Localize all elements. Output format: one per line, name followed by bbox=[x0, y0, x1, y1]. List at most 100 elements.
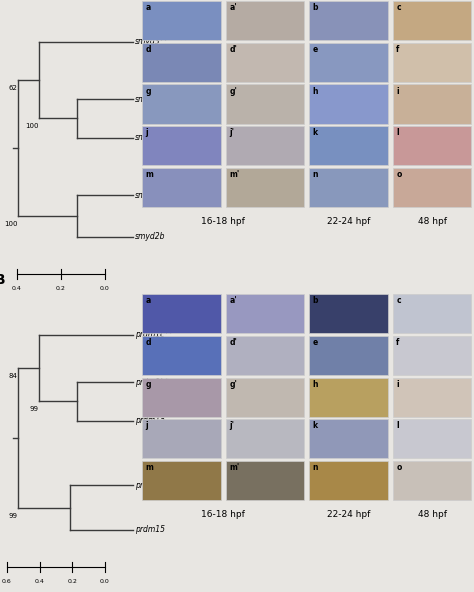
Bar bbox=[142, 378, 221, 417]
Bar bbox=[310, 168, 388, 207]
Bar bbox=[226, 461, 304, 500]
Bar bbox=[310, 126, 388, 165]
Text: d': d' bbox=[229, 45, 237, 54]
Text: 100: 100 bbox=[4, 221, 18, 227]
Text: 0.4: 0.4 bbox=[12, 286, 22, 291]
Text: f: f bbox=[396, 338, 400, 347]
Bar bbox=[226, 43, 304, 82]
Text: 48 hpf: 48 hpf bbox=[418, 510, 447, 519]
Text: smyd2b: smyd2b bbox=[135, 233, 165, 242]
Text: g': g' bbox=[229, 379, 237, 388]
Text: 0.0: 0.0 bbox=[100, 286, 110, 291]
Text: prdm1a: prdm1a bbox=[135, 416, 164, 425]
Text: g: g bbox=[146, 379, 151, 388]
Text: d: d bbox=[146, 338, 151, 347]
Text: e: e bbox=[313, 338, 318, 347]
Text: m': m' bbox=[229, 463, 239, 472]
Text: m': m' bbox=[229, 170, 239, 179]
Text: d': d' bbox=[229, 338, 237, 347]
Text: a': a' bbox=[229, 4, 237, 12]
Text: smyd1a: smyd1a bbox=[135, 133, 165, 142]
Text: l: l bbox=[396, 421, 399, 430]
Text: B: B bbox=[0, 274, 5, 287]
Text: 0.6: 0.6 bbox=[2, 579, 12, 584]
Text: k: k bbox=[313, 421, 318, 430]
Bar bbox=[310, 1, 388, 40]
Bar bbox=[226, 85, 304, 124]
Text: prdm4: prdm4 bbox=[135, 481, 160, 490]
Text: a': a' bbox=[229, 297, 237, 305]
Bar bbox=[310, 378, 388, 417]
Bar bbox=[393, 168, 472, 207]
Bar bbox=[393, 1, 472, 40]
Bar bbox=[142, 126, 221, 165]
Bar bbox=[310, 461, 388, 500]
Text: c: c bbox=[396, 297, 401, 305]
Text: 0.2: 0.2 bbox=[67, 579, 77, 584]
Bar bbox=[393, 419, 472, 458]
Bar bbox=[226, 126, 304, 165]
Text: n: n bbox=[313, 463, 318, 472]
Bar bbox=[226, 378, 304, 417]
Text: 0.0: 0.0 bbox=[100, 579, 110, 584]
Text: i: i bbox=[396, 86, 399, 95]
Text: h: h bbox=[313, 379, 318, 388]
Text: 100: 100 bbox=[25, 124, 38, 130]
Text: a: a bbox=[146, 297, 151, 305]
Text: g': g' bbox=[229, 86, 237, 95]
Text: m: m bbox=[146, 170, 154, 179]
Bar bbox=[226, 336, 304, 375]
Text: 0.4: 0.4 bbox=[35, 579, 45, 584]
Text: 22-24 hpf: 22-24 hpf bbox=[327, 510, 370, 519]
Text: h: h bbox=[313, 86, 318, 95]
Text: prdm1b*: prdm1b* bbox=[135, 378, 169, 387]
Text: i: i bbox=[396, 379, 399, 388]
Text: 62: 62 bbox=[9, 85, 18, 91]
Text: g: g bbox=[146, 86, 151, 95]
Text: prdm15: prdm15 bbox=[135, 526, 165, 535]
Text: l: l bbox=[396, 128, 399, 137]
Text: 84: 84 bbox=[9, 373, 18, 379]
Bar bbox=[142, 294, 221, 333]
Text: n: n bbox=[313, 170, 318, 179]
Text: o: o bbox=[396, 463, 401, 472]
Bar bbox=[393, 85, 472, 124]
Bar bbox=[142, 85, 221, 124]
Bar bbox=[142, 461, 221, 500]
Bar bbox=[142, 168, 221, 207]
Bar bbox=[142, 419, 221, 458]
Text: c: c bbox=[396, 4, 401, 12]
Text: j: j bbox=[146, 421, 148, 430]
Text: d: d bbox=[146, 45, 151, 54]
Bar bbox=[393, 43, 472, 82]
Bar bbox=[310, 336, 388, 375]
Text: a: a bbox=[146, 4, 151, 12]
Bar bbox=[226, 1, 304, 40]
Bar bbox=[393, 294, 472, 333]
Text: smyd2a: smyd2a bbox=[135, 191, 165, 200]
Text: m: m bbox=[146, 463, 154, 472]
Text: prdm1c**: prdm1c** bbox=[135, 330, 172, 339]
Bar bbox=[226, 168, 304, 207]
Text: k: k bbox=[313, 128, 318, 137]
Bar bbox=[310, 85, 388, 124]
Bar bbox=[393, 126, 472, 165]
Text: 99: 99 bbox=[29, 407, 38, 413]
Bar bbox=[393, 378, 472, 417]
Text: 99: 99 bbox=[9, 513, 18, 519]
Bar bbox=[310, 294, 388, 333]
Bar bbox=[142, 1, 221, 40]
Text: e: e bbox=[313, 45, 318, 54]
Bar bbox=[393, 461, 472, 500]
Text: f: f bbox=[396, 45, 400, 54]
Text: j': j' bbox=[229, 128, 234, 137]
Text: b: b bbox=[313, 4, 318, 12]
Text: j: j bbox=[146, 128, 148, 137]
Text: b: b bbox=[313, 297, 318, 305]
Text: 16-18 hpf: 16-18 hpf bbox=[201, 217, 246, 226]
Text: 22-24 hpf: 22-24 hpf bbox=[327, 217, 370, 226]
Bar bbox=[226, 294, 304, 333]
Text: 16-18 hpf: 16-18 hpf bbox=[201, 510, 246, 519]
Text: smyd1b: smyd1b bbox=[135, 95, 165, 104]
Bar bbox=[310, 43, 388, 82]
